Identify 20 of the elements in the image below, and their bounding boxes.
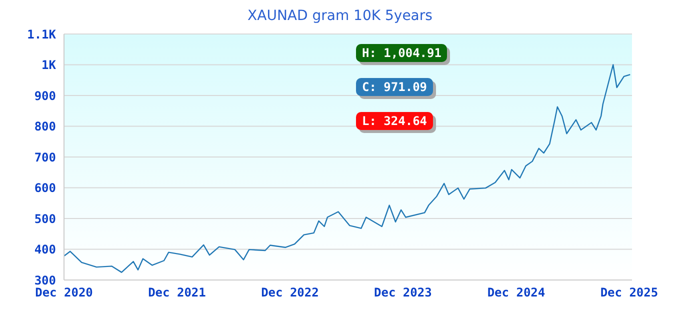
y-tick-label: 800: [34, 120, 56, 134]
y-tick-label: 700: [34, 150, 56, 164]
y-tick-label: 400: [34, 242, 56, 257]
annotation: C: 971.09: [356, 78, 434, 96]
x-tick-label: Dec 2023: [374, 286, 432, 300]
y-tick-label: 500: [34, 212, 56, 226]
y-tick-label: 1K: [42, 58, 57, 72]
x-tick-label: Dec 2022: [261, 286, 319, 300]
x-tick-label: Dec 2024: [487, 286, 546, 300]
x-tick-label: Dec 2020: [35, 286, 93, 300]
x-tick-label: Dec 2025: [600, 286, 658, 300]
y-tick-label: 1.1K: [27, 27, 57, 42]
annotation: H: 1,004.91: [356, 44, 448, 62]
y-tick-label: 900: [34, 88, 56, 103]
y-tick-label: 300: [34, 273, 56, 288]
y-tick-label: 600: [34, 181, 56, 196]
annotation: L: 324.64: [356, 112, 434, 130]
line-series: [64, 64, 631, 273]
chart-title: XAUNAD gram 10K 5years: [246, 8, 434, 24]
x-tick-label: Dec 2021: [148, 286, 206, 300]
